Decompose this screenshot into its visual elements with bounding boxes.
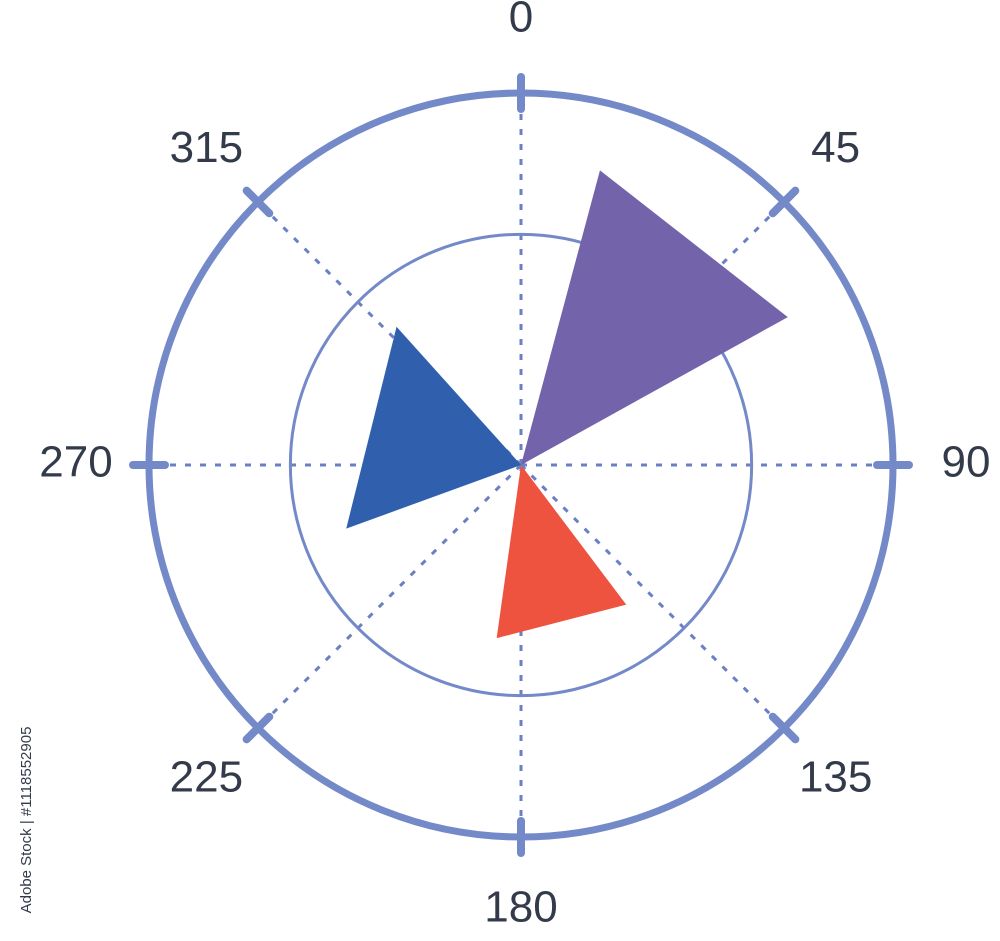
radial-grid-circle xyxy=(288,232,754,698)
angle-tick-label: 225 xyxy=(170,752,243,801)
radial-grid-line xyxy=(256,463,523,730)
angle-tick xyxy=(242,186,274,218)
angle-tick-label: 135 xyxy=(799,752,872,801)
angle-tick-label: 0 xyxy=(509,0,533,42)
angle-tick-label: 315 xyxy=(170,123,243,172)
angle-tick xyxy=(242,712,274,744)
angle-tick-label: 45 xyxy=(811,123,860,172)
wedge xyxy=(521,170,788,465)
wedge xyxy=(496,465,627,639)
radial-grid-line xyxy=(519,463,786,730)
angle-tick-label: 90 xyxy=(942,438,991,487)
angle-tick-label: 270 xyxy=(39,438,112,487)
wedge xyxy=(346,326,521,529)
angle-tick-label: 180 xyxy=(484,883,557,932)
watermark: Adobe Stock | #1118552905 xyxy=(18,727,35,914)
angle-tick xyxy=(768,186,800,218)
angle-tick xyxy=(768,712,800,744)
